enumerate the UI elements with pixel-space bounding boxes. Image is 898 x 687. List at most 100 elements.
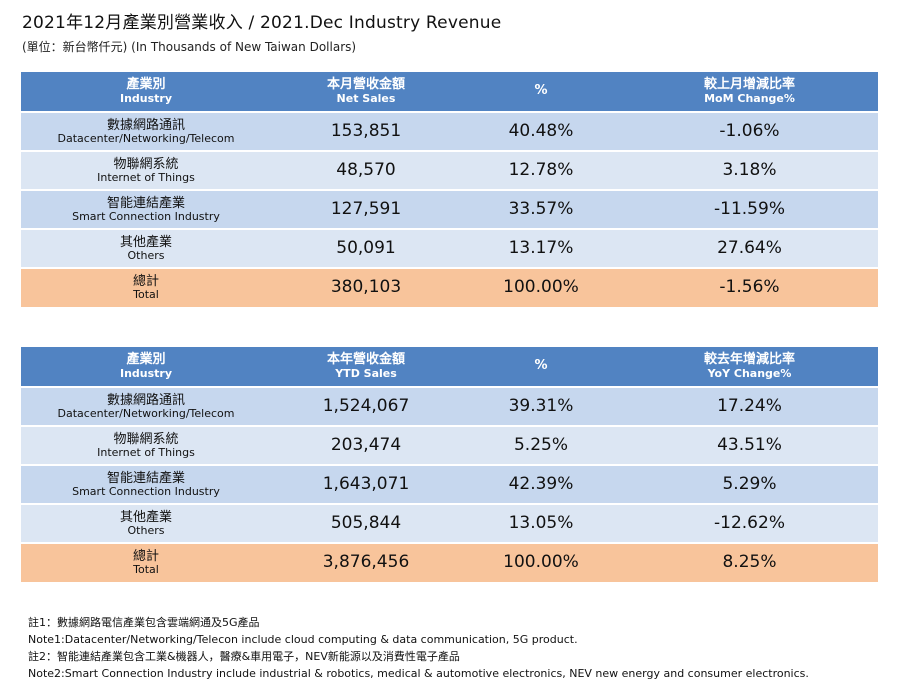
table-header-row: 產業別 Industry 本月營收金額 Net Sales % 較上月增減比率 … <box>21 72 878 112</box>
total-label: 總計 Total <box>21 543 271 582</box>
table-row: 物聯網系統 Internet of Things 203,474 5.25% 4… <box>21 426 878 465</box>
row-change: 27.64% <box>621 229 878 268</box>
industry-zh: 智能連結產業 <box>106 470 185 486</box>
row-percent: 13.05% <box>461 504 621 543</box>
row-percent: 39.31% <box>461 387 621 426</box>
footnote-2-en: Note2:Smart Connection Industry include … <box>28 667 809 680</box>
total-row: 總計 Total 380,103 100.00% -1.56% <box>21 268 878 307</box>
industry-en: Smart Connection Industry <box>72 209 220 223</box>
industry-zh: 數據網路通訊 <box>106 117 185 133</box>
row-percent: 33.57% <box>461 190 621 229</box>
header-change-en: MoM Change% <box>704 91 795 105</box>
table-row: 其他產業 Others 50,091 13.17% 27.64% <box>21 229 878 268</box>
header-ytd-sales: 本年營收金額 YTD Sales <box>271 347 461 387</box>
table-row: 其他產業 Others 505,844 13.05% -12.62% <box>21 504 878 543</box>
total-label: 總計 Total <box>21 268 271 307</box>
page-title: 2021年12月產業別營業收入 / 2021.Dec Industry Reve… <box>22 13 502 33</box>
ytd-revenue-table: 產業別 Industry 本年營收金額 YTD Sales % 較去年增減比率 … <box>21 347 878 582</box>
row-change: 5.29% <box>621 465 878 504</box>
row-sales: 48,570 <box>271 151 461 190</box>
industry-zh: 數據網路通訊 <box>106 392 185 408</box>
header-industry: 產業別 Industry <box>21 347 271 387</box>
header-industry: 產業別 Industry <box>21 72 271 112</box>
row-percent: 12.78% <box>461 151 621 190</box>
header-sales-en: Net Sales <box>336 91 396 105</box>
total-label-zh: 總計 <box>132 274 159 290</box>
row-percent: 5.25% <box>461 426 621 465</box>
industry-zh: 智能連結產業 <box>106 195 185 211</box>
row-percent: 13.17% <box>461 229 621 268</box>
industry-en: Smart Connection Industry <box>72 484 220 498</box>
row-percent: 42.39% <box>461 465 621 504</box>
industry-en: Others <box>127 248 165 262</box>
total-label-en: Total <box>133 288 159 302</box>
header-percent: % <box>461 72 621 112</box>
header-change-zh: 較去年增減比率 <box>703 352 795 368</box>
table-row: 智能連結產業 Smart Connection Industry 1,643,0… <box>21 465 878 504</box>
table-row: 數據網路通訊 Datacenter/Networking/Telecom 1,5… <box>21 387 878 426</box>
footnote-1-zh: 註1：數據網路電信產業包含雲端網通及5G產品 <box>28 616 260 629</box>
row-percent: 40.48% <box>461 112 621 151</box>
row-industry: 數據網路通訊 Datacenter/Networking/Telecom <box>21 387 271 426</box>
total-sales: 380,103 <box>271 268 461 307</box>
row-sales: 1,643,071 <box>271 465 461 504</box>
header-percent: % <box>461 347 621 387</box>
row-change: 43.51% <box>621 426 878 465</box>
total-change: -1.56% <box>621 268 878 307</box>
header-mom-change: 較上月增減比率 MoM Change% <box>621 72 878 112</box>
row-sales: 50,091 <box>271 229 461 268</box>
table-row: 物聯網系統 Internet of Things 48,570 12.78% 3… <box>21 151 878 190</box>
table-row: 數據網路通訊 Datacenter/Networking/Telecom 153… <box>21 112 878 151</box>
footnote-1-en: Note1:Datacenter/Networking/Telecon incl… <box>28 633 578 646</box>
row-industry: 其他產業 Others <box>21 504 271 543</box>
industry-en: Datacenter/Networking/Telecom <box>57 131 235 145</box>
industry-en: Internet of Things <box>97 170 195 184</box>
header-change-en: YoY Change% <box>707 366 792 380</box>
row-industry: 其他產業 Others <box>21 229 271 268</box>
total-change: 8.25% <box>621 543 878 582</box>
row-change: -11.59% <box>621 190 878 229</box>
total-label-zh: 總計 <box>132 549 159 565</box>
row-industry: 物聯網系統 Internet of Things <box>21 426 271 465</box>
header-industry-en: Industry <box>119 366 173 380</box>
industry-zh: 物聯網系統 <box>113 156 179 172</box>
total-label-en: Total <box>133 563 159 577</box>
header-sales-zh: 本年營收金額 <box>326 352 405 368</box>
unit-note: (單位：新台幣仟元) (In Thousands of New Taiwan D… <box>22 40 357 54</box>
header-yoy-change: 較去年增減比率 YoY Change% <box>621 347 878 387</box>
header-change-zh: 較上月增減比率 <box>703 77 795 93</box>
row-change: 3.18% <box>621 151 878 190</box>
header-industry-zh: 產業別 <box>126 77 166 93</box>
header-sales-zh: 本月營收金額 <box>326 77 405 93</box>
header-industry-en: Industry <box>119 91 173 105</box>
table-row: 智能連結產業 Smart Connection Industry 127,591… <box>21 190 878 229</box>
row-change: -1.06% <box>621 112 878 151</box>
row-sales: 127,591 <box>271 190 461 229</box>
row-sales: 203,474 <box>271 426 461 465</box>
row-industry: 智能連結產業 Smart Connection Industry <box>21 465 271 504</box>
total-percent: 100.00% <box>461 543 621 582</box>
industry-zh: 物聯網系統 <box>113 431 179 447</box>
footnote-2-zh: 註2：智能連結產業包含工業&機器人，醫療&車用電子，NEV新能源以及消費性電子產… <box>28 650 460 663</box>
industry-en: Internet of Things <box>97 445 195 459</box>
row-industry: 數據網路通訊 Datacenter/Networking/Telecom <box>21 112 271 151</box>
industry-zh: 其他產業 <box>119 509 172 525</box>
monthly-revenue-table: 產業別 Industry 本月營收金額 Net Sales % 較上月增減比率 … <box>21 72 878 307</box>
industry-zh: 其他產業 <box>119 234 172 250</box>
header-industry-zh: 產業別 <box>126 352 166 368</box>
total-sales: 3,876,456 <box>271 543 461 582</box>
header-sales-en: YTD Sales <box>335 366 397 380</box>
total-percent: 100.00% <box>461 268 621 307</box>
industry-en: Datacenter/Networking/Telecom <box>57 406 235 420</box>
header-net-sales: 本月營收金額 Net Sales <box>271 72 461 112</box>
row-change: 17.24% <box>621 387 878 426</box>
table-header-row: 產業別 Industry 本年營收金額 YTD Sales % 較去年增減比率 … <box>21 347 878 387</box>
footnotes: 註1：數據網路電信產業包含雲端網通及5G產品 Note1:Datacenter/… <box>28 614 809 682</box>
industry-en: Others <box>127 523 165 537</box>
total-row: 總計 Total 3,876,456 100.00% 8.25% <box>21 543 878 582</box>
row-sales: 505,844 <box>271 504 461 543</box>
row-change: -12.62% <box>621 504 878 543</box>
row-industry: 物聯網系統 Internet of Things <box>21 151 271 190</box>
row-sales: 153,851 <box>271 112 461 151</box>
row-industry: 智能連結產業 Smart Connection Industry <box>21 190 271 229</box>
